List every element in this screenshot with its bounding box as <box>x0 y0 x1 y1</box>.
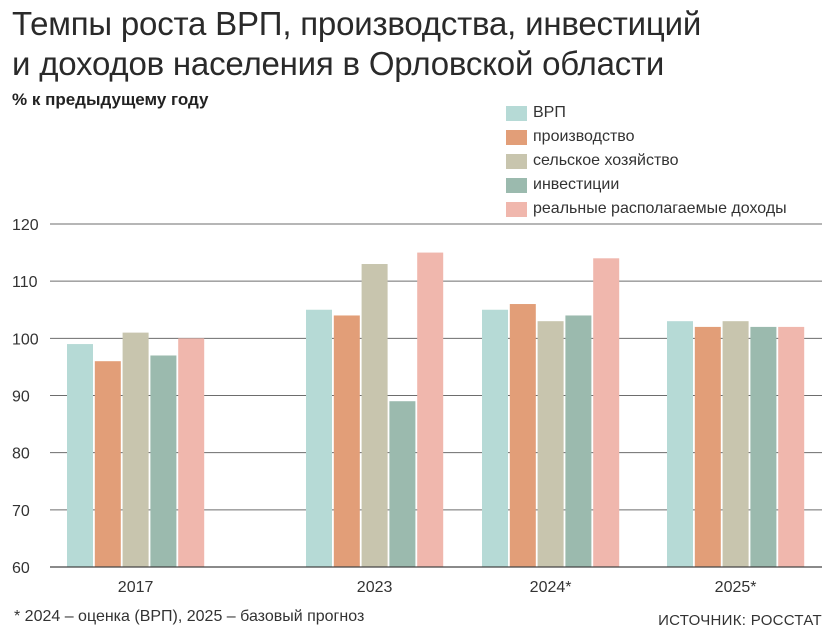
legend-swatch-income <box>506 201 527 217</box>
x-tick-label: 2017 <box>118 579 154 596</box>
bar-2023-series-0 <box>306 309 332 567</box>
legend-item-investment: инвестиции <box>506 173 787 197</box>
bar-2017-series-3 <box>150 355 177 567</box>
legend-item-agriculture: сельское хозяйство <box>506 149 787 173</box>
bar-2025-series-2 <box>722 321 749 567</box>
legend-label-grp: ВРП <box>533 104 566 121</box>
bar-2017-series-2 <box>122 332 149 567</box>
legend-swatch-agriculture <box>506 153 527 169</box>
bar-2024-series-4 <box>593 258 620 567</box>
legend-swatch-grp <box>506 105 527 121</box>
bar-2025-series-1 <box>694 326 721 567</box>
y-tick-label: 120 <box>12 217 39 234</box>
bar-2024-series-2 <box>537 321 564 567</box>
legend-label-agriculture: сельское хозяйство <box>533 152 679 169</box>
bar-2023-series-1 <box>333 315 360 567</box>
y-tick-label: 110 <box>12 274 38 291</box>
bar-2017-series-0 <box>67 344 93 567</box>
bar-2025-series-3 <box>750 326 777 567</box>
y-tick-label: 90 <box>12 389 30 406</box>
chart-subtitle: % к предыдущему году <box>12 90 209 109</box>
bar-2025-series-0 <box>667 321 693 567</box>
legend-item-income: реальные располагаемые доходы <box>506 197 787 221</box>
legend-swatch-investment <box>506 177 527 193</box>
bar-2023-series-4 <box>417 252 444 568</box>
bar-2023-series-3 <box>389 401 416 567</box>
legend-item-production: производство <box>506 125 787 149</box>
legend-swatch-production <box>506 129 527 145</box>
y-tick-label: 80 <box>12 446 30 463</box>
bar-2023-series-2 <box>361 264 388 567</box>
bar-2017-series-1 <box>94 361 121 567</box>
footnote: * 2024 – оценка (ВРП), 2025 – базовый пр… <box>14 608 365 625</box>
x-tick-label: 2024* <box>530 579 572 596</box>
title-line-1: Темпы роста ВРП, производства, инвестици… <box>12 5 702 42</box>
bar-2024-series-0 <box>482 309 508 567</box>
y-tick-label: 70 <box>12 503 30 520</box>
y-tick-label: 60 <box>12 560 30 577</box>
bar-2024-series-1 <box>509 304 536 567</box>
legend-label-investment: инвестиции <box>533 176 620 193</box>
legend-label-production: производство <box>533 128 635 145</box>
y-tick-label: 100 <box>12 331 39 348</box>
bar-2017-series-4 <box>178 338 205 567</box>
legend-item-grp: ВРП <box>506 101 787 125</box>
bar-2025-series-4 <box>778 326 805 567</box>
title-line-2: и доходов населения в Орловской области <box>12 45 665 82</box>
x-tick-label: 2025* <box>715 579 757 596</box>
source-label: ИСТОЧНИК: РОССТАТ <box>658 612 822 629</box>
chart-title: Темпы роста ВРП, производства, инвестици… <box>12 4 701 84</box>
legend-label-income: реальные располагаемые доходы <box>533 200 787 217</box>
x-tick-label: 2023 <box>357 579 393 596</box>
chart-legend: ВРП производство сельское хозяйство инве… <box>506 101 787 221</box>
bar-2024-series-3 <box>565 315 592 567</box>
